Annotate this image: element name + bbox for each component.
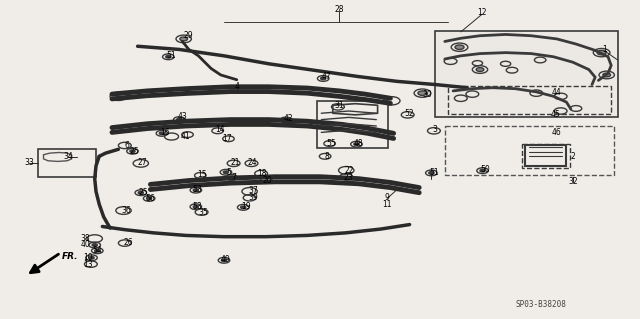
Text: 46: 46 (552, 128, 562, 137)
Text: FR.: FR. (61, 252, 78, 261)
Circle shape (354, 143, 359, 145)
Text: 8: 8 (324, 152, 329, 161)
Text: 20: 20 (262, 176, 273, 185)
Text: 12: 12 (477, 8, 486, 17)
Text: 32: 32 (568, 177, 578, 186)
Text: 44: 44 (552, 88, 562, 97)
Text: 11: 11 (383, 200, 392, 209)
Circle shape (241, 206, 246, 209)
Text: 17: 17 (222, 134, 232, 143)
Text: 41: 41 (180, 132, 191, 141)
Text: 47: 47 (321, 72, 332, 81)
Text: 14: 14 (214, 125, 225, 134)
Bar (522, 144, 570, 168)
Bar (445, 126, 614, 175)
Circle shape (95, 249, 100, 252)
Text: 34: 34 (63, 152, 74, 161)
Text: 55: 55 (326, 139, 337, 148)
Text: 51: 51 (429, 168, 439, 177)
Text: 53: 53 (192, 185, 202, 194)
Text: 49: 49 (220, 256, 230, 264)
Circle shape (138, 191, 143, 194)
Circle shape (455, 45, 464, 49)
Text: 27: 27 (137, 158, 147, 167)
Circle shape (480, 169, 485, 172)
Circle shape (223, 171, 228, 174)
Circle shape (321, 77, 326, 80)
Circle shape (89, 256, 94, 259)
Text: 23: 23 (344, 173, 354, 182)
Text: 18: 18 (258, 169, 267, 178)
Text: SP03-B38208: SP03-B38208 (515, 300, 566, 309)
Text: 7: 7 (231, 173, 236, 182)
Text: 25: 25 (129, 147, 140, 156)
Text: 39: 39 (248, 193, 258, 202)
Text: 29: 29 (184, 31, 194, 40)
Text: 4: 4 (234, 82, 239, 91)
Text: 22: 22 (344, 166, 353, 175)
Text: 2: 2 (570, 152, 575, 161)
Text: 30: 30 (422, 90, 433, 99)
Text: 50: 50 (480, 165, 490, 174)
Bar (525, 145, 566, 166)
Text: 19: 19 (241, 202, 252, 211)
Circle shape (429, 172, 434, 174)
Text: 38: 38 (80, 234, 90, 243)
Circle shape (221, 259, 227, 262)
Circle shape (177, 118, 182, 121)
Circle shape (147, 197, 152, 200)
Text: 25: 25 (138, 189, 148, 197)
Text: 37: 37 (248, 186, 258, 195)
Circle shape (130, 150, 135, 152)
Text: 15: 15 (197, 170, 207, 179)
Text: 33: 33 (24, 158, 35, 167)
Text: 52: 52 (404, 109, 415, 118)
Text: 3: 3 (433, 125, 438, 134)
Text: 53: 53 (192, 202, 202, 211)
Text: 28: 28 (335, 5, 344, 14)
Bar (38, 149, 96, 177)
Bar (317, 101, 388, 148)
Circle shape (229, 176, 234, 179)
Bar (435, 31, 618, 117)
Text: 43: 43 (177, 112, 188, 121)
Text: 56: 56 (145, 194, 156, 203)
Text: 45: 45 (550, 110, 561, 119)
Circle shape (597, 50, 606, 55)
Text: 24: 24 (248, 158, 258, 167)
Text: 36: 36 (122, 206, 132, 215)
Text: 6: 6 (124, 141, 129, 150)
Text: 16: 16 (160, 128, 170, 137)
Text: 26: 26 (123, 238, 133, 247)
Text: 31: 31 (334, 101, 344, 110)
Circle shape (193, 205, 198, 208)
Circle shape (284, 119, 289, 121)
Circle shape (418, 91, 427, 95)
Text: 54: 54 (92, 246, 102, 255)
Text: 51: 51 (166, 51, 177, 60)
Circle shape (159, 132, 164, 135)
Text: 13: 13 (83, 260, 93, 269)
Text: 21: 21 (231, 158, 240, 167)
Text: 9: 9 (385, 193, 390, 202)
Text: 5: 5 (226, 168, 231, 177)
Text: 42: 42 (283, 114, 293, 122)
Circle shape (476, 68, 484, 71)
Circle shape (180, 37, 188, 41)
Circle shape (92, 244, 97, 246)
Text: 10: 10 (83, 253, 93, 262)
Circle shape (193, 189, 198, 191)
Circle shape (603, 73, 611, 77)
Text: 48: 48 (353, 139, 364, 148)
Text: 1: 1 (602, 45, 607, 54)
Bar (448, 86, 611, 114)
Text: 35: 35 (198, 208, 209, 217)
Circle shape (166, 56, 171, 58)
Text: 40: 40 (80, 241, 90, 249)
